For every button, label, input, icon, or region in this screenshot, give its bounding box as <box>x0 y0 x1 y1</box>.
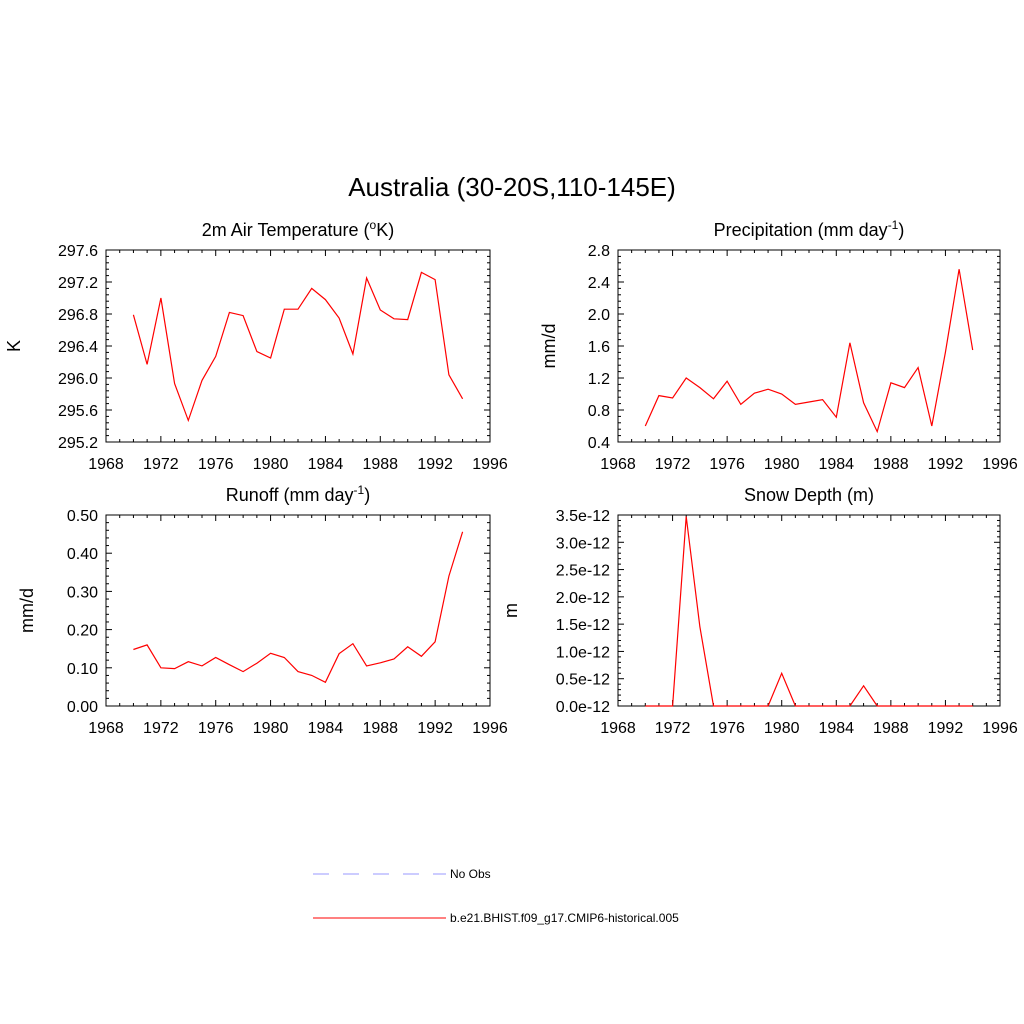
plot-frame <box>617 514 1001 707</box>
x-tick-label: 1992 <box>928 456 964 473</box>
x-tick-label: 1984 <box>308 456 344 473</box>
y-tick-label: 2.4 <box>588 275 610 292</box>
x-tick-label: 1968 <box>88 720 124 737</box>
y-tick-label: 2.0e-12 <box>556 590 610 607</box>
y-tick-label: 297.6 <box>58 243 98 260</box>
y-tick-label: 1.2 <box>588 371 610 388</box>
y-tick-label: 1.5e-12 <box>556 617 610 634</box>
y-tick-label: 2.0 <box>588 307 610 324</box>
panel-title: Snow Depth (m) <box>744 485 874 505</box>
y-axis-label: mm/d <box>539 324 559 369</box>
y-tick-label: 296.8 <box>58 307 98 324</box>
x-tick-label: 1992 <box>417 720 453 737</box>
plot-frame <box>617 249 1001 443</box>
x-tick-label: 1980 <box>253 720 289 737</box>
x-tick-label: 1996 <box>982 720 1018 737</box>
x-tick-label: 1980 <box>764 720 800 737</box>
x-tick-label: 1996 <box>982 456 1018 473</box>
x-tick-label: 1988 <box>362 456 398 473</box>
series-line <box>645 516 973 707</box>
y-tick-label: 0.40 <box>67 546 98 563</box>
panel-1: 1968 1972 1976 1980 1984 1988 1992 1996 295.2 295… <box>4 218 508 473</box>
y-tick-label: 295.6 <box>58 403 98 420</box>
series-line <box>132 271 464 423</box>
y-tick-label: 0.00 <box>67 699 98 716</box>
y-tick-label: 0.10 <box>67 661 98 678</box>
legend: No Obs b.e21.BHIST.f09_g17.CMIP6-histori… <box>313 867 679 925</box>
panel-title: Precipitation (mm day-1) <box>714 218 905 240</box>
y-axis-label: m <box>501 603 521 618</box>
y-tick-label: 2.5e-12 <box>556 563 610 580</box>
y-tick-label: 296.0 <box>58 371 98 388</box>
x-tick-label: 1996 <box>472 720 508 737</box>
x-tick-label: 1980 <box>253 456 289 473</box>
x-tick-label: 1976 <box>709 720 745 737</box>
panel-title: Runoff (mm day-1) <box>226 483 370 505</box>
series-line <box>644 269 974 434</box>
x-tick-label: 1988 <box>873 456 909 473</box>
y-tick-label: 0.0e-12 <box>556 699 610 716</box>
legend-label-no-obs: No Obs <box>450 867 491 881</box>
y-axis-label: mm/d <box>17 588 37 633</box>
x-tick-label: 1980 <box>764 456 800 473</box>
x-tick-label: 1976 <box>198 456 234 473</box>
x-tick-label: 1972 <box>655 720 691 737</box>
panel-2: 1968 1972 1976 1980 1984 1988 1992 1996 0.4 0.8 1.… <box>539 218 1018 473</box>
y-tick-label: 0.50 <box>67 508 98 525</box>
y-tick-label: 0.20 <box>67 623 98 640</box>
y-tick-label: 0.8 <box>588 403 610 420</box>
panel-title: 2m Air Temperature (oK) <box>202 218 394 240</box>
x-tick-label: 1984 <box>818 456 854 473</box>
panel-3: 1968 1972 1976 1980 1984 1988 1992 1996 0.00 0.10… <box>17 483 508 737</box>
x-tick-label: 1976 <box>709 456 745 473</box>
x-tick-label: 1972 <box>143 456 179 473</box>
y-tick-label: 296.4 <box>58 339 98 356</box>
y-tick-label: 1.0e-12 <box>556 644 610 661</box>
x-tick-label: 1988 <box>362 720 398 737</box>
y-tick-label: 3.5e-12 <box>556 508 610 525</box>
x-tick-label: 1984 <box>308 720 344 737</box>
y-tick-label: 2.8 <box>588 243 610 260</box>
panels-group: 1968 1972 1976 1980 1984 1988 1992 1996 295.2 295… <box>4 218 1018 737</box>
y-tick-label: 3.0e-12 <box>556 535 610 552</box>
x-tick-label: 1984 <box>818 720 854 737</box>
y-tick-label: 297.2 <box>58 275 98 292</box>
x-tick-label: 1972 <box>655 456 691 473</box>
y-axis-label: K <box>4 340 24 352</box>
y-tick-label: 1.6 <box>588 339 610 356</box>
legend-label-model: b.e21.BHIST.f09_g17.CMIP6-historical.005 <box>450 911 679 925</box>
panel-4: 1968 1972 1976 1980 1984 1988 1992 1996 0.0e-12 0… <box>501 485 1018 737</box>
plot-frame <box>105 514 491 707</box>
x-tick-label: 1988 <box>873 720 909 737</box>
x-tick-label: 1976 <box>198 720 234 737</box>
x-tick-label: 1968 <box>600 720 636 737</box>
y-tick-label: 0.4 <box>588 435 610 452</box>
x-tick-label: 1968 <box>600 456 636 473</box>
x-tick-label: 1996 <box>472 456 508 473</box>
y-tick-label: 295.2 <box>58 435 98 452</box>
y-tick-label: 0.30 <box>67 584 98 601</box>
series-line <box>133 531 464 684</box>
y-tick-label: 0.5e-12 <box>556 672 610 689</box>
x-tick-label: 1992 <box>417 456 453 473</box>
x-tick-label: 1968 <box>88 456 124 473</box>
x-tick-label: 1972 <box>143 720 179 737</box>
figure-title: Australia (30-20S,110-145E) <box>348 172 676 202</box>
x-tick-label: 1992 <box>928 720 964 737</box>
